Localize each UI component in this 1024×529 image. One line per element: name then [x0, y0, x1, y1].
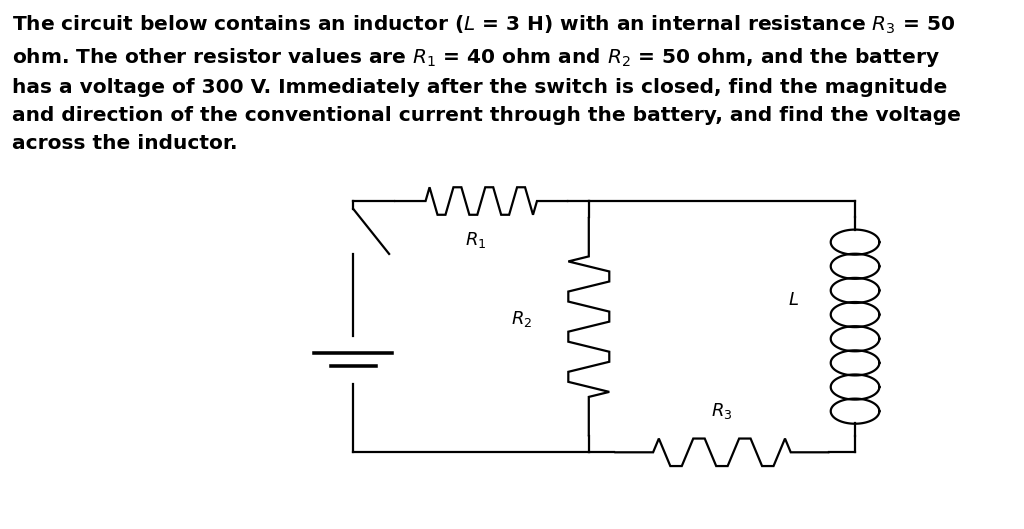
Text: $R_3$: $R_3$ — [712, 400, 732, 421]
Text: $L$: $L$ — [787, 291, 799, 309]
Text: The circuit below contains an inductor ($L$ = 3 H) with an internal resistance $: The circuit below contains an inductor (… — [12, 13, 962, 153]
Text: $R_2$: $R_2$ — [511, 309, 532, 329]
Text: $R_1$: $R_1$ — [466, 230, 486, 250]
